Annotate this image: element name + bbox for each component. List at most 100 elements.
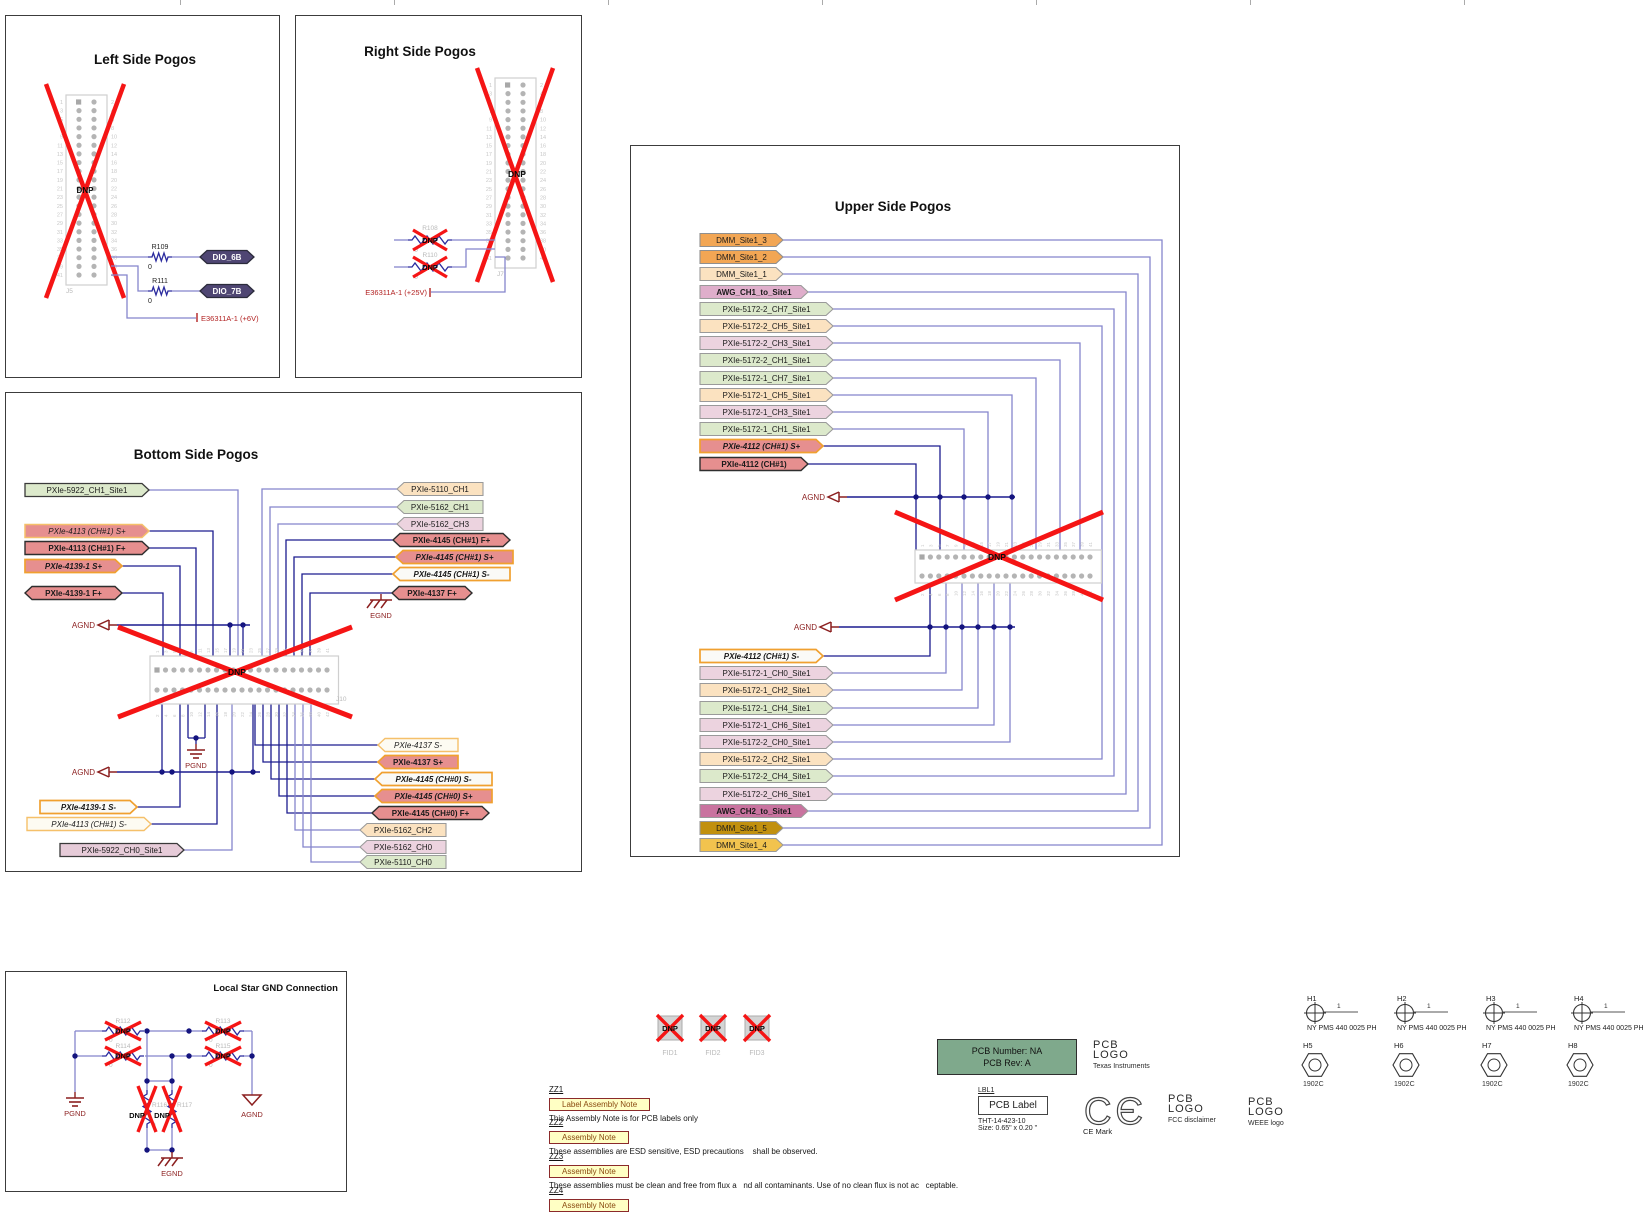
net-label[interactable]: PXIe-5922_CH0_Site1 bbox=[59, 842, 185, 858]
net-label[interactable]: PXIe-4112 (CH#1) S- bbox=[699, 648, 825, 664]
hardware-nut-H7[interactable]: H7 1902C bbox=[1480, 1041, 1508, 1088]
pgnd-symbol[interactable]: PGND bbox=[185, 744, 207, 770]
net-label[interactable]: PXIe-5162_CH0 bbox=[359, 839, 447, 855]
svg-text:PXIe-5172-2_CH2_Site1: PXIe-5172-2_CH2_Site1 bbox=[722, 755, 811, 764]
net-label[interactable]: PXIe-5172-1_CH3_Site1 bbox=[699, 404, 834, 420]
svg-text:FID3: FID3 bbox=[749, 1050, 764, 1057]
net-label[interactable]: PXIe-4112 (CH#1) S+ bbox=[699, 438, 825, 454]
net-label[interactable]: PXIe-5172-2_CH6_Site1 bbox=[699, 786, 834, 802]
net-label[interactable]: PXIe-4145 (CH#1) S+ bbox=[394, 549, 514, 565]
agnd-symbol[interactable]: AGND bbox=[241, 1094, 263, 1119]
net-label[interactable]: AWG_CH1_to_Site1 bbox=[699, 284, 809, 300]
net-label[interactable]: PXIe-5172-1_CH6_Site1 bbox=[699, 717, 834, 733]
net-label[interactable]: PXIe-5172-2_CH4_Site1 bbox=[699, 768, 834, 784]
hardware-nut-H5[interactable]: H5 1902C bbox=[1301, 1041, 1329, 1088]
svg-text:31: 31 bbox=[1046, 541, 1051, 547]
net-label[interactable]: DIO_6B bbox=[199, 249, 255, 265]
net-label[interactable]: PXIe-4145 (CH#0) F+ bbox=[370, 805, 491, 821]
net-label[interactable]: PXIe-4145 (CH#1) F+ bbox=[391, 532, 512, 548]
net-label[interactable]: PXIe-5172-1_CH2_Site1 bbox=[699, 682, 834, 698]
note-tag[interactable]: Label Assembly Note bbox=[549, 1098, 651, 1111]
net-label[interactable]: PXIe-5922_CH1_Site1 bbox=[24, 482, 150, 498]
hardware-nut-H8[interactable]: H8 1902C bbox=[1566, 1041, 1594, 1088]
net-label[interactable]: PXIe-5172-1_CH1_Site1 bbox=[699, 421, 834, 437]
egnd-symbol[interactable]: EGND bbox=[366, 594, 392, 620]
note-tag[interactable]: Assembly Note bbox=[549, 1199, 629, 1212]
net-label[interactable]: PXIe-4145 (CH#0) S+ bbox=[373, 788, 493, 804]
net-label[interactable]: PXIe-4113 (CH#1) S- bbox=[26, 816, 153, 832]
resistor-R109[interactable]: R109 0 bbox=[148, 244, 172, 271]
net-label[interactable]: PXIe-5172-2_CH1_Site1 bbox=[699, 352, 834, 368]
resistor-R111[interactable]: R111 0 bbox=[148, 278, 172, 305]
agnd-port[interactable]: AGND bbox=[72, 619, 117, 631]
net-label[interactable]: PXIe-5172-2_CH5_Site1 bbox=[699, 318, 834, 334]
hardware-screw-H2[interactable]: H2 1 NY PMS 440 0025 PH bbox=[1394, 994, 1467, 1032]
net-label[interactable]: DMM_Site1_4 bbox=[699, 837, 784, 853]
net-label[interactable]: PXIe-5172-2_CH2_Site1 bbox=[699, 751, 834, 767]
net-label[interactable]: PXIe-5172-1_CH5_Site1 bbox=[699, 387, 834, 403]
net-label[interactable]: PXIe-5172-2_CH3_Site1 bbox=[699, 335, 834, 351]
svg-text:30: 30 bbox=[274, 711, 279, 717]
resistor-R116[interactable]: R1160DNP bbox=[129, 1085, 167, 1133]
pgnd-symbol[interactable]: PGND bbox=[64, 1092, 86, 1118]
net-label[interactable]: PXIe-5162_CH2 bbox=[359, 822, 447, 838]
net-label[interactable]: PXIe-5172-1_CH7_Site1 bbox=[699, 370, 834, 386]
pogo-connector[interactable]: 1234567891011121314151617181920212223242… bbox=[486, 77, 546, 278]
net-label[interactable]: DIO_7B bbox=[199, 283, 255, 299]
hardware-nut-H6[interactable]: H6 1902C bbox=[1392, 1041, 1420, 1088]
hardware-screw-H3[interactable]: H3 1 NY PMS 440 0025 PH bbox=[1483, 994, 1556, 1032]
hardware-screw-H4[interactable]: H4 1 NY PMS 440 0025 PH bbox=[1571, 994, 1644, 1032]
svg-text:17: 17 bbox=[987, 541, 992, 547]
net-label[interactable]: PXIe-4139-1 F+ bbox=[23, 585, 124, 601]
fiducial-FID3[interactable]: DNP FID3 bbox=[742, 1013, 772, 1057]
note-tag[interactable]: Assembly Note bbox=[549, 1165, 629, 1178]
net-label[interactable]: PXIe-4139-1 S- bbox=[39, 799, 139, 815]
net-label[interactable]: PXIe-4137 S- bbox=[376, 737, 459, 753]
net-label[interactable]: PXIe-4113 (CH#1) F+ bbox=[24, 540, 151, 556]
fiducial-FID1[interactable]: DNP FID1 bbox=[655, 1013, 685, 1057]
supply-net-label[interactable]: E36311A-1 (+6V) bbox=[196, 313, 259, 323]
net-label[interactable]: DMM_Site1_3 bbox=[699, 232, 784, 248]
net-label[interactable]: PXIe-4139-1 S+ bbox=[24, 558, 124, 574]
resistor-R110[interactable]: R110 0 DNP bbox=[408, 252, 452, 281]
net-label[interactable]: PXIe-5172-2_CH7_Site1 bbox=[699, 301, 834, 317]
pcb-label-box[interactable]: PCB Label bbox=[978, 1096, 1048, 1115]
net-label[interactable]: PXIe-5172-2_CH0_Site1 bbox=[699, 734, 834, 750]
net-label[interactable]: DMM_Site1_1 bbox=[699, 266, 784, 282]
net-label[interactable]: PXIe-4113 (CH#1) S+ bbox=[24, 523, 151, 539]
net-label[interactable]: PXIe-5162_CH1 bbox=[396, 499, 484, 515]
hardware-screw-H1[interactable]: H1 1 NY PMS 440 0025 PH bbox=[1304, 994, 1377, 1032]
agnd-port[interactable]: AGND bbox=[72, 766, 117, 778]
net-label[interactable]: PXIe-4112 (CH#1) bbox=[699, 456, 810, 472]
note-ref: ZZ4 bbox=[549, 1186, 564, 1195]
svg-text:H4: H4 bbox=[1574, 994, 1584, 1003]
net-label[interactable]: PXIe-5172-1_CH0_Site1 bbox=[699, 665, 834, 681]
net-label[interactable]: PXIe-5172-1_CH4_Site1 bbox=[699, 700, 834, 716]
svg-text:DNP: DNP bbox=[215, 1027, 231, 1036]
net-label[interactable]: AWG_CH2_to_Site1 bbox=[699, 803, 809, 819]
agnd-port[interactable]: AGND bbox=[794, 621, 839, 633]
svg-text:20: 20 bbox=[996, 590, 1001, 596]
note-tag[interactable]: Assembly Note bbox=[549, 1131, 629, 1144]
resistor-R117[interactable]: R1170DNP bbox=[154, 1085, 192, 1133]
agnd-port[interactable]: AGND bbox=[802, 491, 847, 503]
resistor-R108[interactable]: R108 0 DNP bbox=[408, 225, 452, 254]
net-label[interactable]: PXIe-5110_CH1 bbox=[396, 481, 484, 497]
net-label[interactable]: PXIe-4145 (CH#0) S- bbox=[373, 771, 493, 787]
svg-text:DIO_7B: DIO_7B bbox=[213, 287, 242, 296]
supply-net-label[interactable]: E36311A-1 (+25V) bbox=[365, 288, 431, 297]
net-label[interactable]: DMM_Site1_2 bbox=[699, 249, 784, 265]
net-label[interactable]: PXIe-5110_CH0 bbox=[359, 854, 447, 870]
net-label[interactable]: PXIe-4145 (CH#1) S- bbox=[391, 566, 511, 582]
egnd-symbol[interactable]: EGND bbox=[157, 1152, 183, 1178]
net-label[interactable]: PXIe-4137 F+ bbox=[390, 585, 474, 601]
net-label[interactable]: PXIe-5162_CH3 bbox=[396, 516, 484, 532]
svg-text:36: 36 bbox=[300, 711, 305, 717]
net-label[interactable]: PXIe-4137 S+ bbox=[376, 754, 459, 770]
fiducial-FID2[interactable]: DNP FID2 bbox=[698, 1013, 728, 1057]
net-label[interactable]: DMM_Site1_5 bbox=[699, 820, 784, 836]
